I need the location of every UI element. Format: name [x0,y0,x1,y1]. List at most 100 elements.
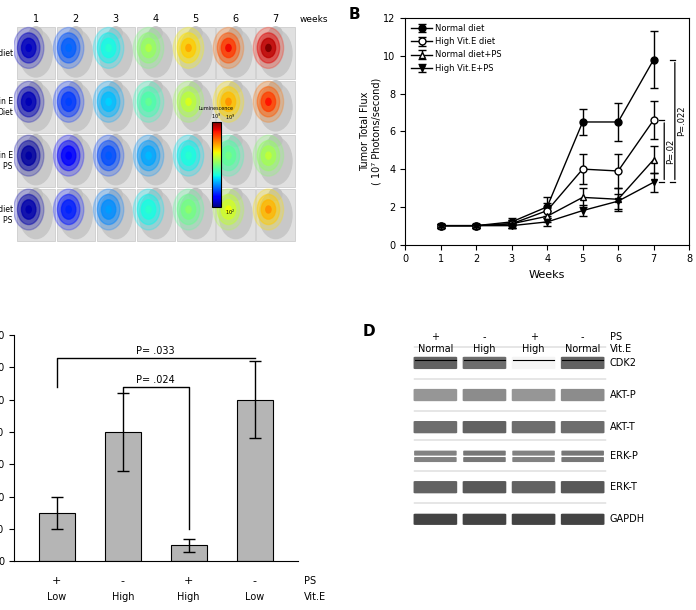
Bar [256,81,295,133]
Ellipse shape [70,135,82,146]
Bar [97,81,135,133]
Ellipse shape [173,81,204,122]
Bar [256,135,295,187]
Ellipse shape [226,206,231,213]
Text: 5: 5 [193,13,199,24]
Text: Low: Low [47,592,66,602]
FancyBboxPatch shape [562,457,604,462]
Bar [177,135,215,187]
Bar [104,432,141,561]
Bar [177,189,215,241]
Bar [216,27,255,79]
Ellipse shape [139,137,172,185]
Text: +: + [184,576,193,586]
Ellipse shape [134,189,164,230]
Ellipse shape [70,27,82,39]
Text: PS: PS [610,332,622,342]
Text: -: - [253,576,257,586]
Ellipse shape [186,98,191,106]
Ellipse shape [177,33,200,63]
Text: +: + [52,576,61,586]
Text: $10^2$: $10^2$ [225,207,235,217]
FancyBboxPatch shape [512,457,555,462]
Ellipse shape [217,140,239,171]
Ellipse shape [213,27,244,68]
Ellipse shape [180,30,212,77]
Text: Normal diet
Diet + PS: Normal diet Diet + PS [0,205,13,224]
Ellipse shape [217,195,239,224]
Ellipse shape [17,87,40,117]
Ellipse shape [189,188,202,200]
Text: High: High [473,343,496,354]
Ellipse shape [109,135,122,146]
Ellipse shape [259,137,292,185]
Legend: Normal diet, High Vit.E diet, Normal diet+PS, High Vit.E+PS: Normal diet, High Vit.E diet, Normal die… [409,23,504,74]
Ellipse shape [93,189,124,230]
Ellipse shape [106,152,111,159]
Ellipse shape [22,200,36,219]
Bar [171,545,207,561]
Ellipse shape [109,27,122,39]
Ellipse shape [100,137,132,185]
Ellipse shape [217,87,239,117]
Bar [216,135,255,187]
Ellipse shape [226,98,231,106]
Ellipse shape [182,38,196,57]
Ellipse shape [100,84,132,131]
Ellipse shape [61,92,76,112]
Ellipse shape [29,27,42,39]
Ellipse shape [97,33,120,63]
Ellipse shape [102,38,116,57]
Text: High: High [522,343,545,354]
Text: Low: Low [245,592,264,602]
Bar [97,189,135,241]
Ellipse shape [59,191,93,239]
Bar [136,81,175,133]
Ellipse shape [269,81,282,93]
Bar [216,81,255,133]
Ellipse shape [146,45,151,51]
Ellipse shape [221,38,236,57]
Ellipse shape [177,195,200,224]
Text: CDK2: CDK2 [610,358,637,368]
Ellipse shape [139,30,172,77]
Ellipse shape [13,135,44,176]
Title: Luminescence
$10^9$: Luminescence $10^9$ [199,106,234,121]
FancyBboxPatch shape [512,451,555,456]
FancyBboxPatch shape [561,481,605,493]
Ellipse shape [19,191,52,239]
Text: 6: 6 [232,13,239,24]
Text: GAPDH: GAPDH [610,514,645,525]
Text: D: D [363,324,375,339]
Text: -: - [483,332,487,342]
Ellipse shape [258,33,280,63]
Bar [136,27,175,79]
FancyBboxPatch shape [414,457,457,462]
Ellipse shape [97,195,120,224]
Bar [97,135,135,187]
Ellipse shape [219,191,252,239]
Ellipse shape [269,27,282,39]
FancyBboxPatch shape [413,421,457,433]
Bar [39,513,75,561]
Ellipse shape [22,146,36,165]
Text: 1: 1 [33,13,39,24]
Ellipse shape [253,135,283,176]
Bar [136,135,175,187]
Ellipse shape [22,38,36,57]
Bar [256,27,295,79]
FancyBboxPatch shape [512,481,555,493]
Ellipse shape [109,188,122,200]
Ellipse shape [213,135,244,176]
Text: High: High [111,592,134,602]
Ellipse shape [261,92,276,112]
Ellipse shape [66,152,71,159]
Ellipse shape [229,135,242,146]
Ellipse shape [229,81,242,93]
Ellipse shape [229,188,242,200]
Ellipse shape [59,30,93,77]
Ellipse shape [19,137,52,185]
Ellipse shape [146,152,151,159]
Text: AKT-T: AKT-T [610,422,635,432]
Text: PS: PS [304,576,316,586]
